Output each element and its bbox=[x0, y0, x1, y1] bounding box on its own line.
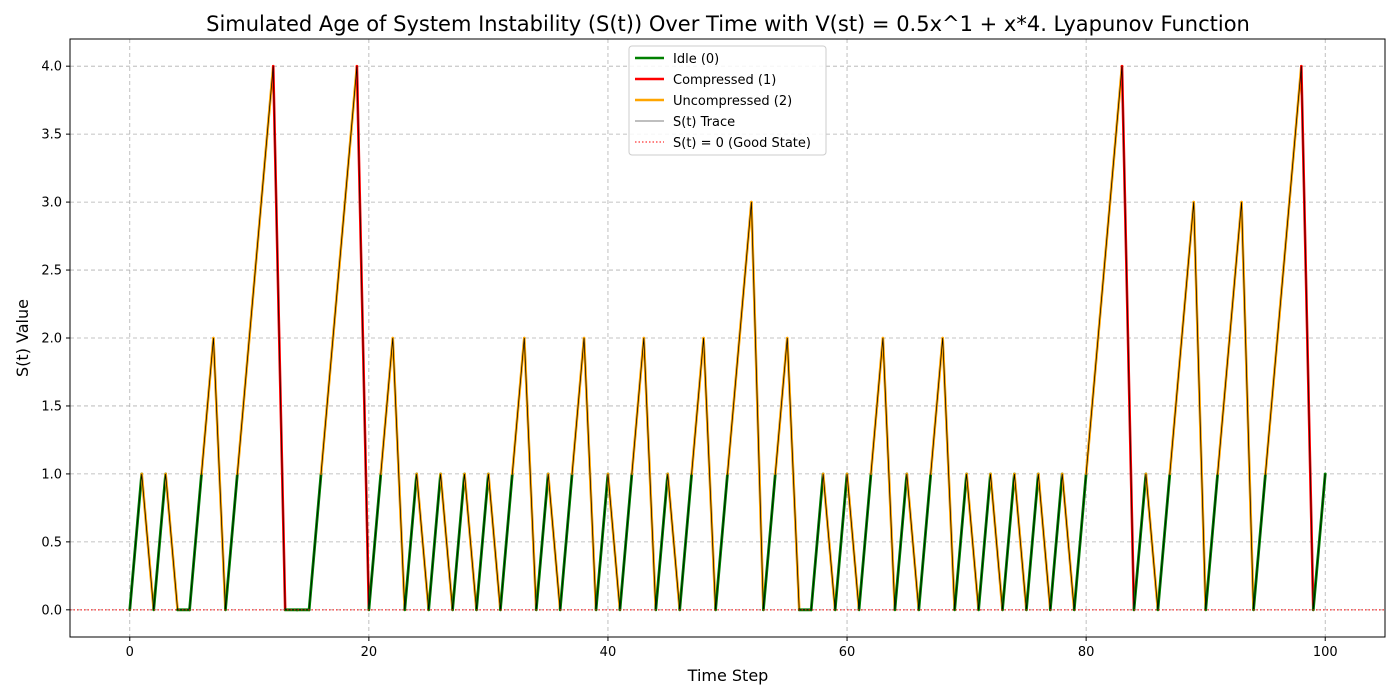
y-axis-label: S(t) Value bbox=[13, 299, 32, 377]
legend-label-trace: S(t) Trace bbox=[673, 115, 735, 130]
legend-box bbox=[628, 45, 827, 156]
legend-label-uncompressed: Uncompressed (2) bbox=[673, 94, 792, 109]
x-tick-label: 20 bbox=[361, 645, 378, 660]
legend-label-compressed: Compressed (1) bbox=[673, 73, 776, 88]
legend-label-idle: Idle (0) bbox=[673, 52, 719, 67]
data-layer bbox=[70, 64, 1385, 612]
y-tick-label: 3.5 bbox=[41, 128, 62, 143]
legend-label-good-state: S(t) = 0 (Good State) bbox=[673, 136, 811, 151]
x-tick-label: 0 bbox=[126, 645, 134, 660]
x-tick-label: 60 bbox=[839, 645, 856, 660]
tick-layer: 0 20 40 60 80 100 0.0 0.5 1.0 1.5 2.0 2.5 3.0 3.5 4.0 bbox=[41, 60, 1337, 660]
y-tick-label: 0.5 bbox=[41, 535, 62, 550]
x-tick-label: 40 bbox=[600, 645, 617, 660]
chart-title: Simulated Age of System Instability (S(t… bbox=[206, 12, 1250, 36]
x-axis-label: Time Step bbox=[687, 666, 769, 685]
legend: Idle (0) Compressed (1) Uncompressed (2)… bbox=[628, 45, 827, 156]
y-tick-label: 1.5 bbox=[41, 399, 62, 414]
x-tick-label: 80 bbox=[1078, 645, 1095, 660]
y-tick-label: 4.0 bbox=[41, 60, 62, 75]
trace-line bbox=[129, 66, 1326, 611]
y-tick-label: 2.5 bbox=[41, 264, 62, 279]
y-tick-label: 0.0 bbox=[41, 603, 62, 618]
y-tick-label: 2.0 bbox=[41, 332, 62, 347]
y-tick-label: 1.0 bbox=[41, 467, 62, 482]
x-tick-label: 100 bbox=[1313, 645, 1338, 660]
y-tick-label: 3.0 bbox=[41, 196, 62, 211]
